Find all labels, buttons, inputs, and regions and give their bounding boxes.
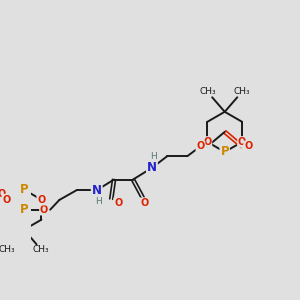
Text: O: O	[244, 141, 252, 152]
Text: O: O	[37, 195, 46, 205]
Text: CH₃: CH₃	[234, 87, 250, 96]
Text: O: O	[40, 205, 48, 215]
Text: H: H	[150, 152, 157, 161]
Text: O: O	[2, 195, 11, 205]
Text: P: P	[220, 146, 229, 158]
Text: CH₃: CH₃	[0, 245, 15, 254]
Text: O: O	[238, 137, 246, 147]
Text: CH₃: CH₃	[199, 87, 216, 96]
Text: O: O	[140, 198, 148, 208]
Text: O: O	[0, 189, 6, 199]
Text: P: P	[20, 203, 28, 216]
Text: O: O	[203, 137, 212, 147]
Text: O: O	[114, 198, 122, 208]
Text: O: O	[196, 141, 205, 152]
Text: P: P	[20, 203, 28, 216]
Text: CH₃: CH₃	[33, 245, 50, 254]
Text: N: N	[92, 184, 102, 197]
Text: P: P	[20, 183, 28, 196]
Text: H: H	[95, 197, 101, 206]
Text: N: N	[147, 161, 157, 174]
